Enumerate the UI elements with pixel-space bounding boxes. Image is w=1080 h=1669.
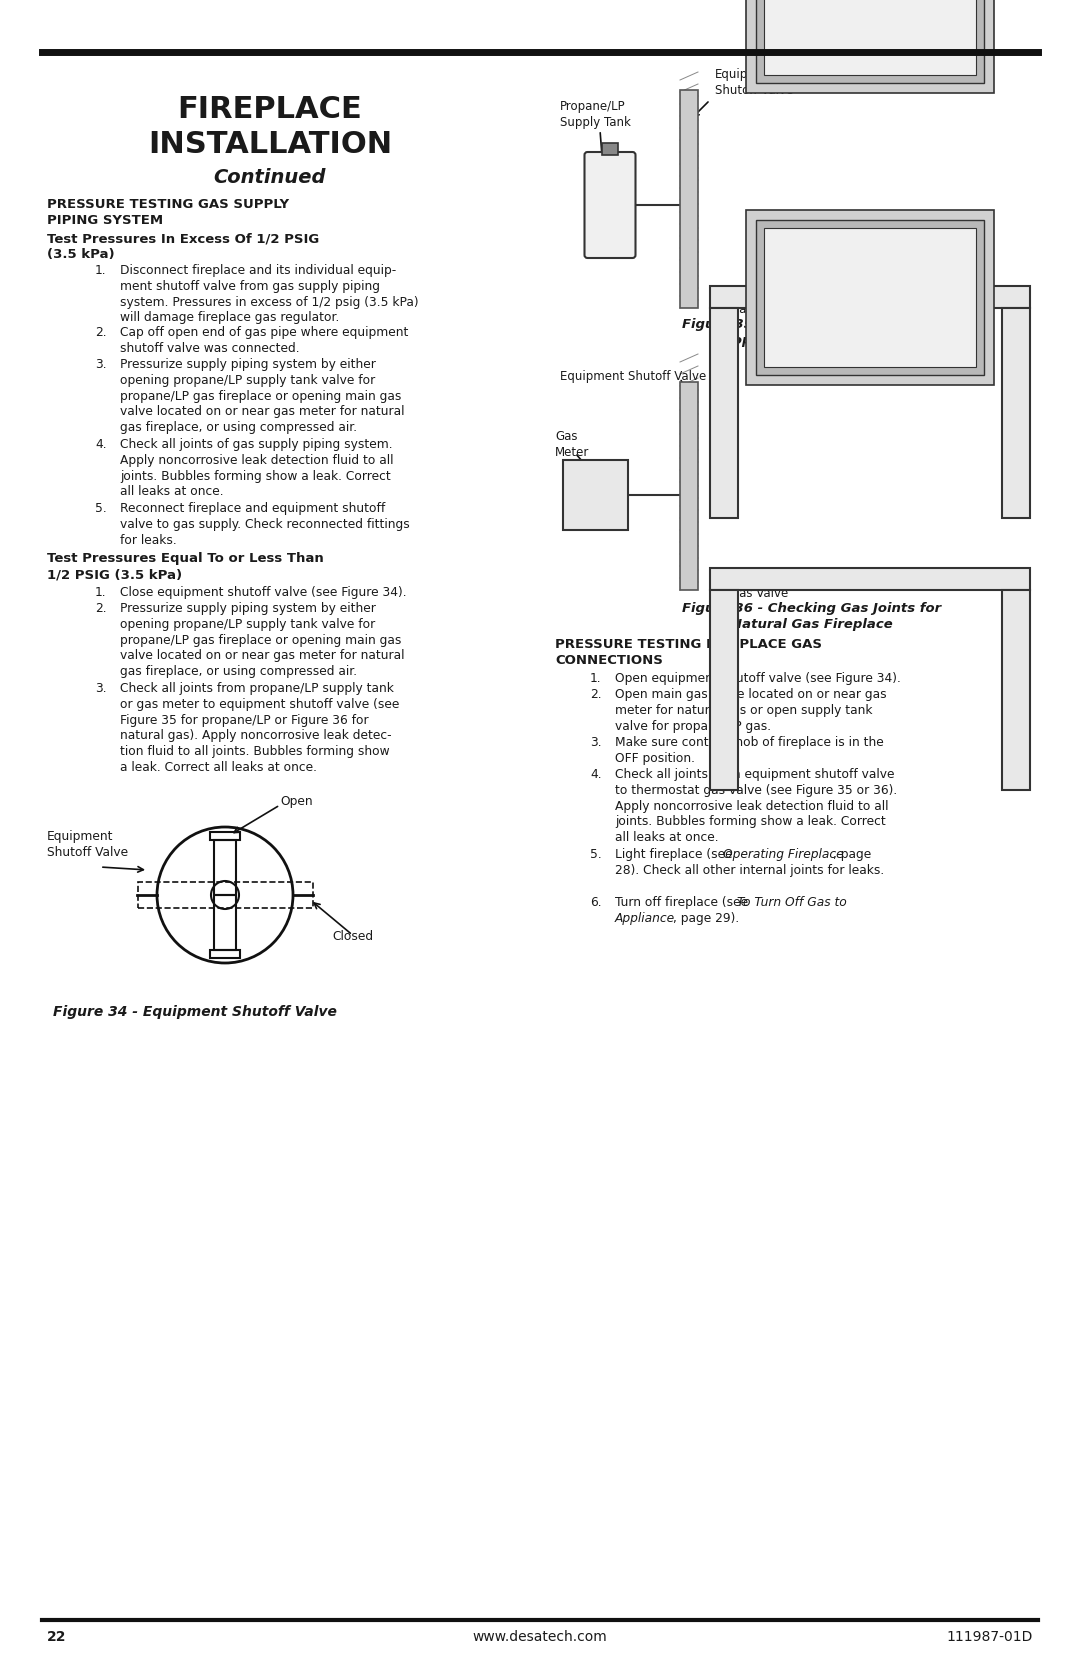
Text: 1.: 1.: [95, 264, 107, 277]
Text: 4.: 4.: [590, 768, 602, 781]
Text: 5.: 5.: [95, 502, 107, 516]
FancyBboxPatch shape: [680, 382, 698, 591]
Text: Meter: Meter: [555, 446, 590, 459]
Text: www.desatech.com: www.desatech.com: [473, 1631, 607, 1644]
Text: 5.: 5.: [590, 848, 602, 861]
Text: Gas: Gas: [555, 431, 578, 442]
FancyBboxPatch shape: [584, 152, 635, 259]
FancyBboxPatch shape: [710, 591, 738, 789]
Text: Figure 36 - Checking Gas Joints for
Natural Gas Fireplace: Figure 36 - Checking Gas Joints for Natu…: [683, 603, 942, 631]
Text: To Turn Off Gas to: To Turn Off Gas to: [737, 896, 847, 910]
Text: 22: 22: [48, 1631, 67, 1644]
FancyBboxPatch shape: [1002, 591, 1030, 789]
FancyBboxPatch shape: [764, 229, 976, 367]
Text: Equipment: Equipment: [715, 68, 780, 82]
Text: Check all joints of gas supply piping system.
Apply noncorrosive leak detection : Check all joints of gas supply piping sy…: [120, 437, 393, 499]
Text: Propane/LP: Propane/LP: [561, 100, 625, 113]
Text: Closed: Closed: [333, 930, 374, 943]
Text: Light fireplace (see: Light fireplace (see: [615, 848, 737, 861]
Text: Equipment: Equipment: [48, 829, 113, 843]
Text: 1.: 1.: [95, 586, 107, 599]
Text: CONNECTIONS: CONNECTIONS: [555, 654, 663, 668]
FancyBboxPatch shape: [710, 567, 1030, 591]
FancyBboxPatch shape: [756, 220, 984, 376]
Text: 2.: 2.: [590, 688, 602, 701]
Text: PIPING SYSTEM: PIPING SYSTEM: [48, 214, 163, 227]
Text: Shutoff Valve: Shutoff Valve: [48, 846, 129, 860]
Text: Figure 34 - Equipment Shutoff Valve: Figure 34 - Equipment Shutoff Valve: [53, 1005, 337, 1020]
Text: 2.: 2.: [95, 603, 107, 614]
Text: Open equipment shutoff valve (see Figure 34).: Open equipment shutoff valve (see Figure…: [615, 673, 901, 684]
Text: Check all joints from propane/LP supply tank
or gas meter to equipment shutoff v: Check all joints from propane/LP supply …: [120, 683, 400, 774]
Text: 3.: 3.: [95, 357, 107, 371]
Text: Open: Open: [280, 794, 312, 808]
Text: 6.: 6.: [590, 896, 602, 910]
FancyBboxPatch shape: [710, 309, 738, 517]
Text: Shutoff Valve: Shutoff Valve: [715, 83, 793, 97]
Text: Supply Tank: Supply Tank: [561, 117, 631, 129]
Text: Disconnect fireplace and its individual equip-
ment shutoff valve from gas suppl: Disconnect fireplace and its individual …: [120, 264, 419, 324]
Text: Make sure control knob of fireplace is in the
OFF position.: Make sure control knob of fireplace is i…: [615, 736, 883, 764]
Text: PRESSURE TESTING FIREPLACE GAS: PRESSURE TESTING FIREPLACE GAS: [555, 638, 822, 651]
FancyBboxPatch shape: [710, 285, 1030, 309]
Text: Equipment Shutoff Valve: Equipment Shutoff Valve: [561, 371, 706, 382]
Text: Reconnect fireplace and equipment shutoff
valve to gas supply. Check reconnected: Reconnect fireplace and equipment shutof…: [120, 502, 409, 547]
Text: FIREPLACE: FIREPLACE: [177, 95, 363, 124]
FancyBboxPatch shape: [1002, 309, 1030, 517]
Text: Turn off fireplace (see: Turn off fireplace (see: [615, 896, 752, 910]
Text: Check all joints from equipment shutoff valve
to thermostat gas valve (see Figur: Check all joints from equipment shutoff …: [615, 768, 897, 845]
FancyBboxPatch shape: [756, 0, 984, 83]
Text: Figure 35 - Checking Gas Joints for
Propane/LP Gas Fireplace: Figure 35 - Checking Gas Joints for Prop…: [683, 319, 942, 347]
Text: 2.: 2.: [95, 325, 107, 339]
Text: 1.: 1.: [590, 673, 602, 684]
FancyBboxPatch shape: [602, 144, 618, 155]
Text: (3.5 kPa): (3.5 kPa): [48, 249, 114, 260]
Text: Test Pressures Equal To or Less Than: Test Pressures Equal To or Less Than: [48, 552, 324, 566]
Text: Appliance: Appliance: [615, 911, 675, 925]
Text: Cap off open end of gas pipe where equipment
shutoff valve was connected.: Cap off open end of gas pipe where equip…: [120, 325, 408, 355]
FancyBboxPatch shape: [746, 210, 994, 386]
Text: 1/2 PSIG (3.5 kPa): 1/2 PSIG (3.5 kPa): [48, 567, 183, 581]
Text: Continued: Continued: [214, 169, 326, 187]
Text: 4.: 4.: [95, 437, 107, 451]
FancyBboxPatch shape: [764, 0, 976, 75]
Text: Close equipment shutoff valve (see Figure 34).: Close equipment shutoff valve (see Figur…: [120, 586, 407, 599]
FancyBboxPatch shape: [746, 0, 994, 93]
Text: Gas Valve: Gas Valve: [730, 587, 788, 599]
Text: 3.: 3.: [590, 736, 602, 749]
Text: Pressurize supply piping system by either
opening propane/LP supply tank valve f: Pressurize supply piping system by eithe…: [120, 357, 405, 434]
Text: INSTALLATION: INSTALLATION: [148, 130, 392, 159]
Text: 111987-01D: 111987-01D: [947, 1631, 1032, 1644]
Text: PRESSURE TESTING GAS SUPPLY: PRESSURE TESTING GAS SUPPLY: [48, 199, 289, 210]
FancyBboxPatch shape: [563, 461, 627, 531]
Text: 3.: 3.: [95, 683, 107, 694]
Text: Test Pressures In Excess Of 1/2 PSIG: Test Pressures In Excess Of 1/2 PSIG: [48, 232, 320, 245]
Text: , page: , page: [833, 848, 872, 861]
Text: Open main gas valve located on or near gas
meter for natural gas or open supply : Open main gas valve located on or near g…: [615, 688, 887, 733]
Text: Pressurize supply piping system by either
opening propane/LP supply tank valve f: Pressurize supply piping system by eithe…: [120, 603, 405, 678]
Text: 28). Check all other internal joints for leaks.: 28). Check all other internal joints for…: [615, 865, 885, 876]
Text: Operating Fireplace: Operating Fireplace: [723, 848, 843, 861]
Text: , page 29).: , page 29).: [673, 911, 739, 925]
FancyBboxPatch shape: [680, 90, 698, 309]
Text: Gas Valve: Gas Valve: [730, 304, 788, 315]
